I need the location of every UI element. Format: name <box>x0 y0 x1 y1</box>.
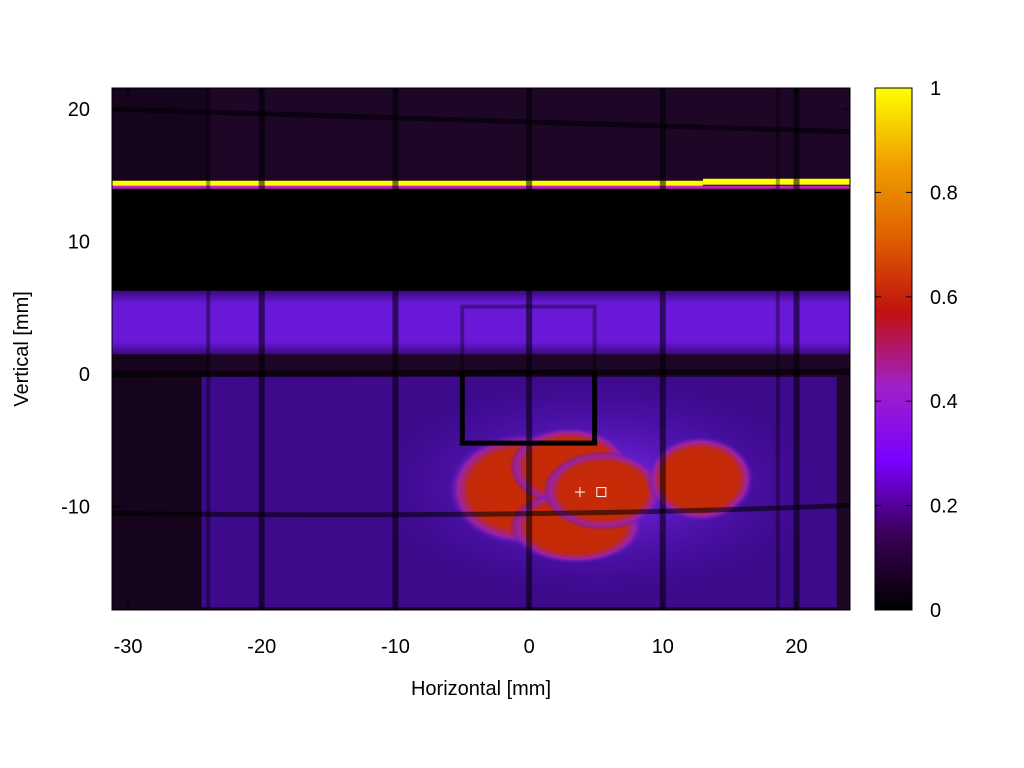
heatmap-slit-shadow <box>460 304 597 374</box>
x-tick-label: -10 <box>381 636 410 658</box>
colorbar-tick-label: 1 <box>930 78 941 100</box>
x-tick-label: -30 <box>114 636 143 658</box>
y-axis-label: Vertical [mm] <box>11 291 33 407</box>
colorbar-ticks: 0 0.2 0.4 0.6 0.8 1 <box>875 78 958 622</box>
heatmap-mesh-horizontal <box>112 368 850 378</box>
colorbar-tick-label: 0.6 <box>930 287 958 309</box>
y-tick-label: -10 <box>61 497 90 519</box>
x-tick-label: -20 <box>247 636 276 658</box>
heatmap-bright-strip-left <box>112 180 703 187</box>
heatmap-bright-strip-right <box>702 178 850 185</box>
heatmap-slit-frame <box>459 371 598 446</box>
y-tick-label: 0 <box>79 364 90 386</box>
y-tick-label: 20 <box>68 99 90 121</box>
heatmap-mesh-horizontal <box>112 502 850 518</box>
heatmap-dark-band <box>112 190 850 291</box>
colorbar <box>874 87 913 611</box>
colorbar-tick-label: 0 <box>930 600 941 622</box>
heatmap-mesh-horizontal <box>112 106 850 135</box>
heatmap-hot-lobe-center <box>542 451 663 531</box>
marker-plus <box>574 487 585 498</box>
colorbar-tick-label: 0.8 <box>930 182 958 204</box>
x-axis-ticks: -30 -20 -10 0 10 20 <box>114 88 808 658</box>
x-tick-label: 20 <box>785 636 807 658</box>
x-axis-label: Horizontal [mm] <box>411 678 551 700</box>
x-tick-label: 10 <box>652 636 674 658</box>
heatmap-hot-lobe-right <box>646 436 754 522</box>
colorbar-tick-label: 0.4 <box>930 391 958 413</box>
plot-frame <box>111 87 851 611</box>
colorbar-tick-label: 0.2 <box>930 496 958 518</box>
heatmap-image <box>112 88 850 610</box>
x-tick-label: 0 <box>524 636 535 658</box>
y-axis-ticks: -10 0 10 20 <box>61 99 850 519</box>
heatmap-purple-band <box>112 290 850 355</box>
markers-layer <box>574 487 607 498</box>
y-tick-label: 10 <box>68 232 90 254</box>
heatmap-bright-strip-edge <box>112 185 850 189</box>
marker-square <box>596 487 607 498</box>
